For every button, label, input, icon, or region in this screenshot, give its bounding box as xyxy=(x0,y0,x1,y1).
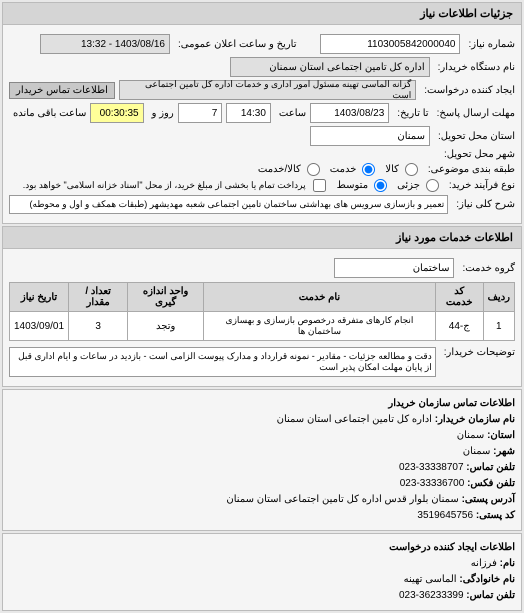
table-header-row: ردیف کد خدمت نام خدمت واحد اندازه گیری ت… xyxy=(10,283,515,312)
days-remaining: 7 xyxy=(178,103,223,123)
contact-buyer-button[interactable]: اطلاعات تماس خریدار xyxy=(9,82,115,99)
cat-goods-label: کالا xyxy=(385,164,399,175)
cell-date: 1403/09/01 xyxy=(10,312,69,341)
group-value: ساختمان xyxy=(334,258,454,278)
row-notes: توضیحات خریدار: دقت و مطالعه جزئیات - مق… xyxy=(9,347,515,377)
org-name-val: اداره کل تامین اجتماعی استان سمنان xyxy=(277,414,432,425)
cell-unit: وتجد xyxy=(128,312,204,341)
proc-small-label: جزئی xyxy=(397,180,420,191)
cell-qty: 3 xyxy=(69,312,128,341)
table-row: 1 ج-44 انجام کارهای متفرقه درخصوص بازساز… xyxy=(10,312,515,341)
city-label: شهر محل تحویل: xyxy=(444,149,515,160)
radio-small[interactable] xyxy=(426,179,439,192)
radio-service[interactable] xyxy=(362,163,375,176)
row-deadline: مهلت ارسال پاسخ: تا تاریخ: 1403/08/23 سا… xyxy=(9,103,515,123)
creator-value: گزانه الماسی تهینه مسئول امور اداری و خد… xyxy=(119,80,416,100)
time-label-1: ساعت xyxy=(279,108,306,119)
row-category: طبقه بندی موضوعی: کالا خدمت کالا/خدمت xyxy=(9,163,515,176)
row-desc: شرح کلی نیاز: تعمیر و بازسازی سرویس های … xyxy=(9,195,515,214)
deadline-label: مهلت ارسال پاسخ: xyxy=(437,108,515,119)
until-label: تا تاریخ: xyxy=(397,108,428,119)
desc-value: تعمیر و بازسازی سرویس های بهداشتی ساختما… xyxy=(9,195,448,214)
phone-val: 33338707-023 xyxy=(399,462,464,473)
col-idx: ردیف xyxy=(483,283,514,312)
fax-lbl: تلفن فکس: xyxy=(467,478,515,489)
row-req-number: شماره نیاز: 1103005842000040 تاریخ و ساع… xyxy=(9,34,515,54)
row-creator: ایجاد کننده درخواست: گزانه الماسی تهینه … xyxy=(9,80,515,100)
row-province: استان محل تحویل: سمنان xyxy=(9,126,515,146)
org-value: اداره کل تامین اجتماعی استان سمنان xyxy=(230,57,430,77)
cphone-val: 36233399-023 xyxy=(399,590,464,601)
panel-body-services: گروه خدمت: ساختمان ردیف کد خدمت نام خدمت… xyxy=(3,249,521,386)
services-panel: اطلاعات خدمات مورد نیاز گروه خدمت: ساختم… xyxy=(2,226,522,387)
postal-lbl: کد پستی: xyxy=(476,510,515,521)
row-process: نوع فرآیند خرید: جزئی متوسط پرداخت تمام … xyxy=(9,179,515,192)
announce-value: 1403/08/16 - 13:32 xyxy=(40,34,170,54)
radio-medium[interactable] xyxy=(374,179,387,192)
radio-both[interactable] xyxy=(307,163,320,176)
desc-label: شرح کلی نیاز: xyxy=(456,199,515,210)
proc-note: پرداخت تمام یا بخشی از مبلغ خرید، از محل… xyxy=(23,180,306,191)
panel-body-need: شماره نیاز: 1103005842000040 تاریخ و ساع… xyxy=(3,25,521,223)
addr-val: سمنان بلوار قدس اداره کل تامین اجتماعی ا… xyxy=(226,494,458,505)
org-name-lbl: نام سازمان خریدار: xyxy=(435,414,515,425)
checkbox-treasury[interactable] xyxy=(313,179,326,192)
phone-lbl: تلفن تماس: xyxy=(466,462,515,473)
deadline-date: 1403/08/23 xyxy=(310,103,389,123)
col-unit: واحد اندازه گیری xyxy=(128,283,204,312)
cell-name: انجام کارهای متفرقه درخصوص بازسازی و بهس… xyxy=(204,312,436,341)
remain-label: ساعت باقی مانده xyxy=(13,108,86,119)
services-table: ردیف کد خدمت نام خدمت واحد اندازه گیری ت… xyxy=(9,282,515,341)
announce-label: تاریخ و ساعت اعلان عمومی: xyxy=(178,39,297,50)
panel-header-need: جزئیات اطلاعات نیاز xyxy=(3,3,521,25)
creator-info-section: اطلاعات ایجاد کننده درخواست نام: فرزانه … xyxy=(2,533,522,611)
category-label: طبقه بندی موضوعی: xyxy=(428,164,515,175)
org-label: نام دستگاه خریدار: xyxy=(438,62,515,73)
time-remaining: 00:30:35 xyxy=(90,103,143,123)
need-details-panel: جزئیات اطلاعات نیاز شماره نیاز: 11030058… xyxy=(2,2,522,224)
deadline-time: 14:30 xyxy=(226,103,271,123)
province-label: استان محل تحویل: xyxy=(438,131,515,142)
row-group: گروه خدمت: ساختمان xyxy=(9,258,515,278)
province-value: سمنان xyxy=(310,126,430,146)
cat-both-label: کالا/خدمت xyxy=(258,164,301,175)
prov-lbl: استان: xyxy=(487,430,515,441)
req-number-label: شماره نیاز: xyxy=(468,39,515,50)
cell-idx: 1 xyxy=(483,312,514,341)
col-qty: تعداد / مقدار xyxy=(69,283,128,312)
proc-medium-label: متوسط xyxy=(337,180,368,191)
req-number-value: 1103005842000040 xyxy=(320,34,460,54)
buyer-contact-section: اطلاعات تماس سازمان خریدار نام سازمان خر… xyxy=(2,389,522,531)
notes-value: دقت و مطالعه جزئیات - مقادیر - نمونه قرا… xyxy=(9,347,436,377)
row-org: نام دستگاه خریدار: اداره کل تامین اجتماع… xyxy=(9,57,515,77)
row-city: شهر محل تحویل: xyxy=(9,149,515,160)
buyer-contact-title: اطلاعات تماس سازمان خریدار xyxy=(388,398,515,409)
group-label: گروه خدمت: xyxy=(462,263,515,274)
cat-service-label: خدمت xyxy=(330,164,357,175)
creator-info-title: اطلاعات ایجاد کننده درخواست xyxy=(389,542,515,553)
col-name: نام خدمت xyxy=(204,283,436,312)
fax-val: 33336700-023 xyxy=(400,478,465,489)
prov-val: سمنان xyxy=(457,430,485,441)
creator-label: ایجاد کننده درخواست: xyxy=(424,85,515,96)
notes-label: توضیحات خریدار: xyxy=(444,347,515,358)
radio-goods[interactable] xyxy=(405,163,418,176)
city-lbl: شهر: xyxy=(493,446,515,457)
col-date: تاریخ نیاز xyxy=(10,283,69,312)
process-label: نوع فرآیند خرید: xyxy=(449,180,515,191)
cell-code: ج-44 xyxy=(435,312,483,341)
cphone-lbl: تلفن تماس: xyxy=(466,590,515,601)
col-code: کد خدمت xyxy=(435,283,483,312)
days-label: روز و xyxy=(152,108,174,119)
fname-val: فرزانه xyxy=(471,558,497,569)
panel-header-services: اطلاعات خدمات مورد نیاز xyxy=(3,227,521,249)
city-val: سمنان xyxy=(463,446,491,457)
fname-lbl: نام: xyxy=(500,558,515,569)
addr-lbl: آدرس پستی: xyxy=(462,494,515,505)
postal-val: 3519645756 xyxy=(417,510,473,521)
